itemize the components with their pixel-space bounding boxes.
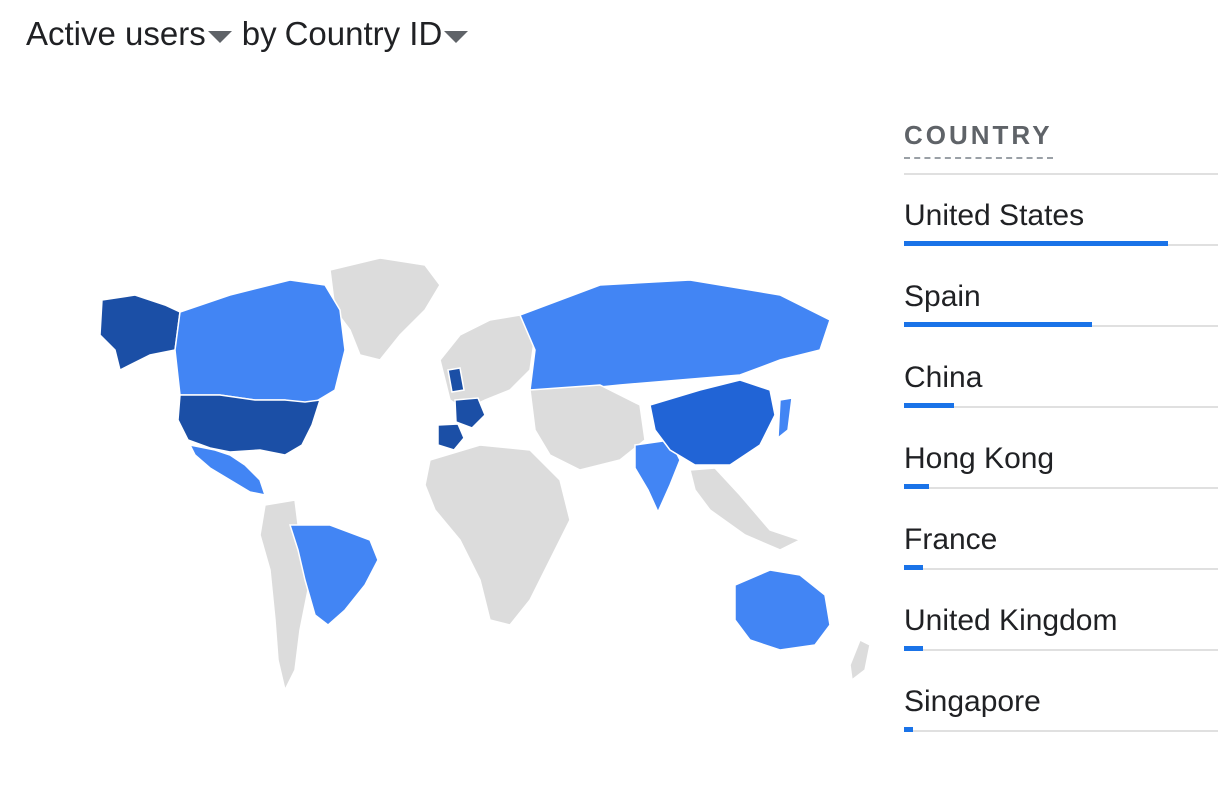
table-row[interactable]: United States: [904, 175, 1218, 256]
map-region-africa: [424, 444, 571, 626]
map-region-new-zealand: [849, 638, 871, 682]
map-region-usa: [177, 394, 322, 456]
row-divider: [904, 649, 1218, 651]
country-name: United States: [904, 199, 1085, 232]
map-region-uk: [447, 367, 465, 393]
table-row[interactable]: France: [904, 499, 1218, 580]
value-bar: [904, 403, 954, 408]
table-row[interactable]: China: [904, 337, 1218, 418]
dimension-dropdown[interactable]: Country ID: [285, 15, 469, 53]
dimension-label: Country ID: [284, 15, 443, 52]
map-region-se-asia: [689, 467, 802, 551]
map-region-france: [454, 397, 486, 429]
table-row[interactable]: Spain: [904, 256, 1218, 337]
table-row[interactable]: United Kingdom: [904, 580, 1218, 661]
chevron-down-icon: [207, 31, 232, 43]
title-connector: by: [241, 15, 277, 52]
country-name: Spain: [904, 280, 981, 313]
row-divider: [904, 568, 1218, 570]
row-divider: [904, 406, 1218, 408]
country-column-header[interactable]: COUNTRY: [904, 120, 1053, 159]
map-region-australia: [734, 569, 831, 651]
country-table: COUNTRY United States Spain China Hong Kong…: [904, 120, 1218, 742]
map-region-china: [649, 379, 776, 466]
value-bar: [904, 565, 923, 570]
world-map: [99, 257, 871, 693]
map-region-brazil: [288, 524, 379, 626]
map-region-mexico: [188, 443, 267, 496]
country-name: China: [904, 361, 983, 394]
value-bar: [904, 484, 929, 489]
country-rows: United States Spain China Hong Kong France Un…: [904, 175, 1218, 742]
map-region-spain: [437, 423, 465, 451]
table-row[interactable]: Hong Kong: [904, 418, 1218, 499]
value-bar: [904, 646, 923, 651]
map-region-alaska: [99, 294, 181, 372]
metric-dropdown[interactable]: Active users: [26, 15, 232, 53]
row-divider: [904, 487, 1218, 489]
value-bar: [904, 241, 1168, 246]
map-region-middle-east: [529, 384, 646, 471]
map-region-canada: [174, 279, 346, 406]
table-row[interactable]: Singapore: [904, 661, 1218, 742]
country-name: United Kingdom: [904, 604, 1118, 637]
card-title: Active users by Country ID: [26, 12, 469, 56]
country-name: Singapore: [904, 685, 1041, 718]
map-region-japan: [777, 397, 793, 440]
country-name: France: [904, 523, 998, 556]
map-region-greenland: [329, 257, 441, 361]
value-bar: [904, 322, 1092, 327]
chevron-down-icon: [444, 31, 469, 43]
country-name: Hong Kong: [904, 442, 1055, 475]
map-region-europe: [439, 314, 536, 411]
row-divider: [904, 730, 1218, 732]
value-bar: [904, 727, 913, 732]
header-divider: [904, 173, 1218, 175]
map-region-russia: [519, 279, 831, 391]
metric-label: Active users: [26, 15, 206, 52]
